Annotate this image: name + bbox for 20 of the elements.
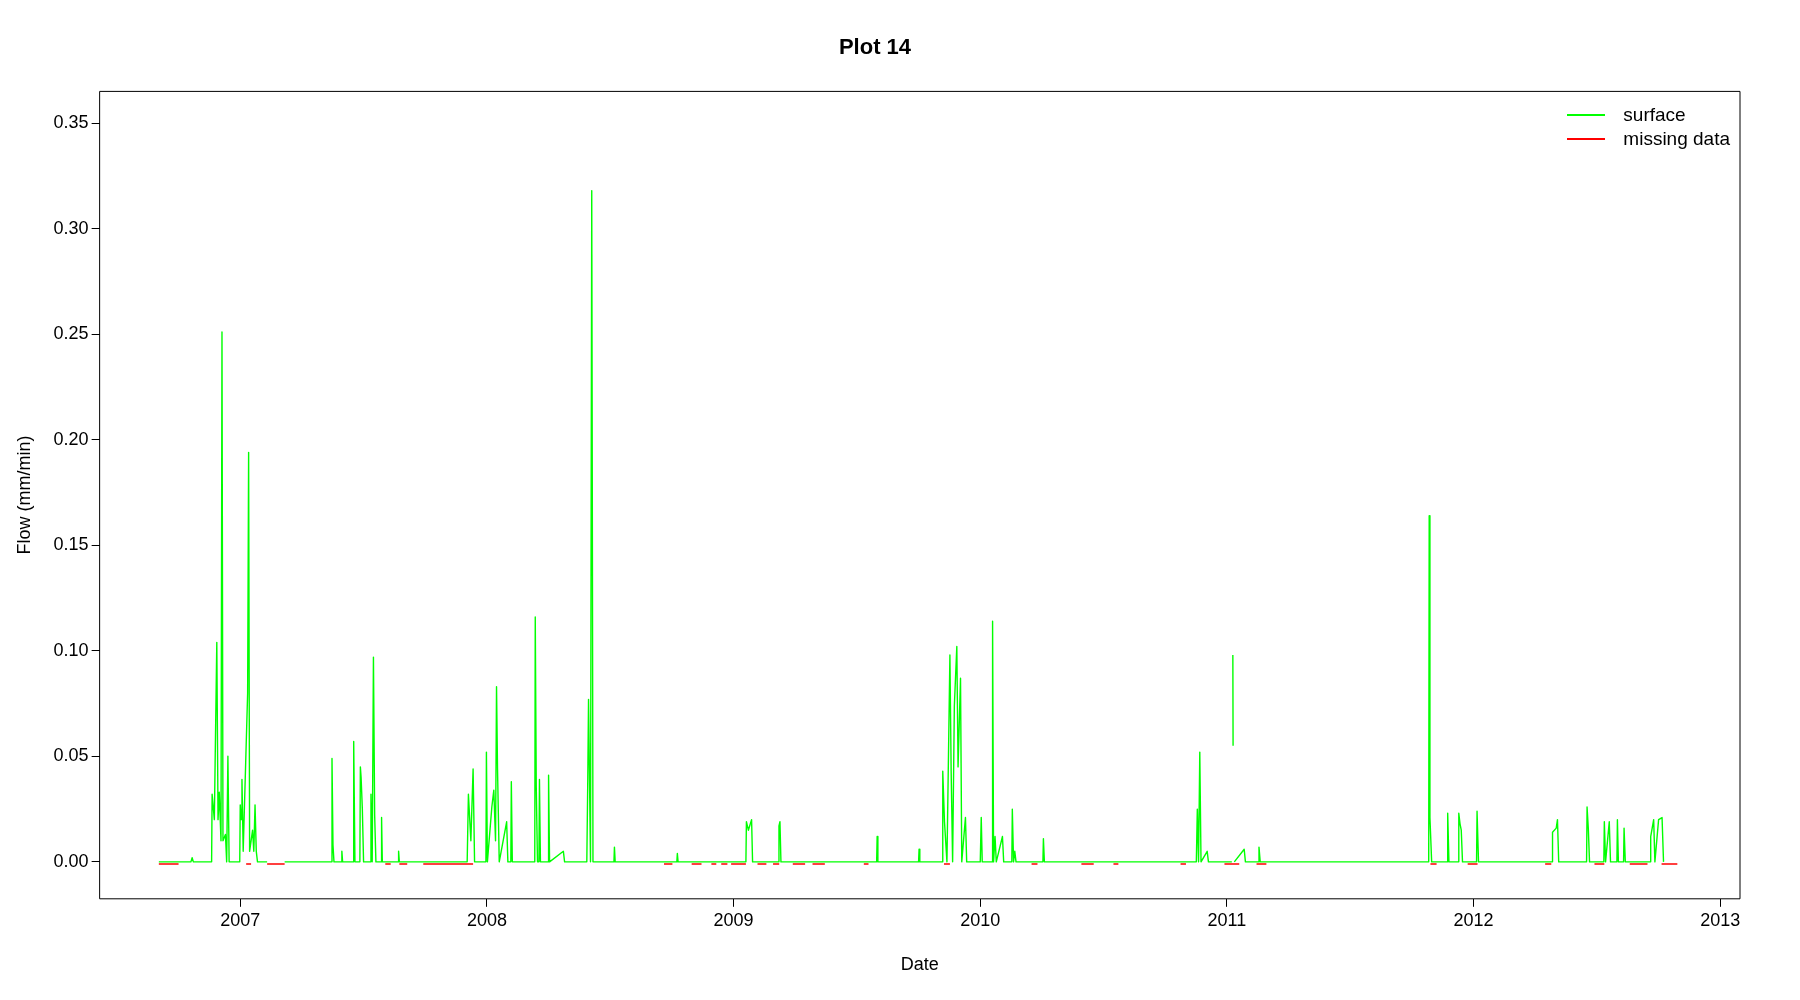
y-tick-label: 0.05 <box>53 745 89 766</box>
y-tick-label: 0.15 <box>53 534 89 555</box>
legend-label: surface <box>1623 103 1686 128</box>
y-tick-label: 0.20 <box>53 428 89 449</box>
x-tick-label: 2010 <box>960 909 1001 930</box>
chart-title: Plot 14 <box>838 34 912 60</box>
y-tick-label: 0.00 <box>53 850 89 871</box>
y-tick-label: 0.10 <box>53 639 89 660</box>
x-tick-label: 2007 <box>220 909 261 930</box>
y-axis-title: Flow (mm/min) <box>13 435 34 555</box>
x-tick-label: 2012 <box>1453 909 1494 930</box>
x-tick-label: 2013 <box>1700 909 1741 930</box>
y-tick-label: 0.35 <box>53 112 89 133</box>
y-tick-label: 0.30 <box>53 217 89 238</box>
x-tick-label: 2009 <box>713 909 754 930</box>
x-tick-label: 2008 <box>466 909 507 930</box>
x-axis-title: Date <box>900 954 939 975</box>
legend-label: missing data <box>1623 127 1730 152</box>
x-tick-label: 2011 <box>1207 909 1247 930</box>
y-tick-label: 0.25 <box>53 323 89 344</box>
